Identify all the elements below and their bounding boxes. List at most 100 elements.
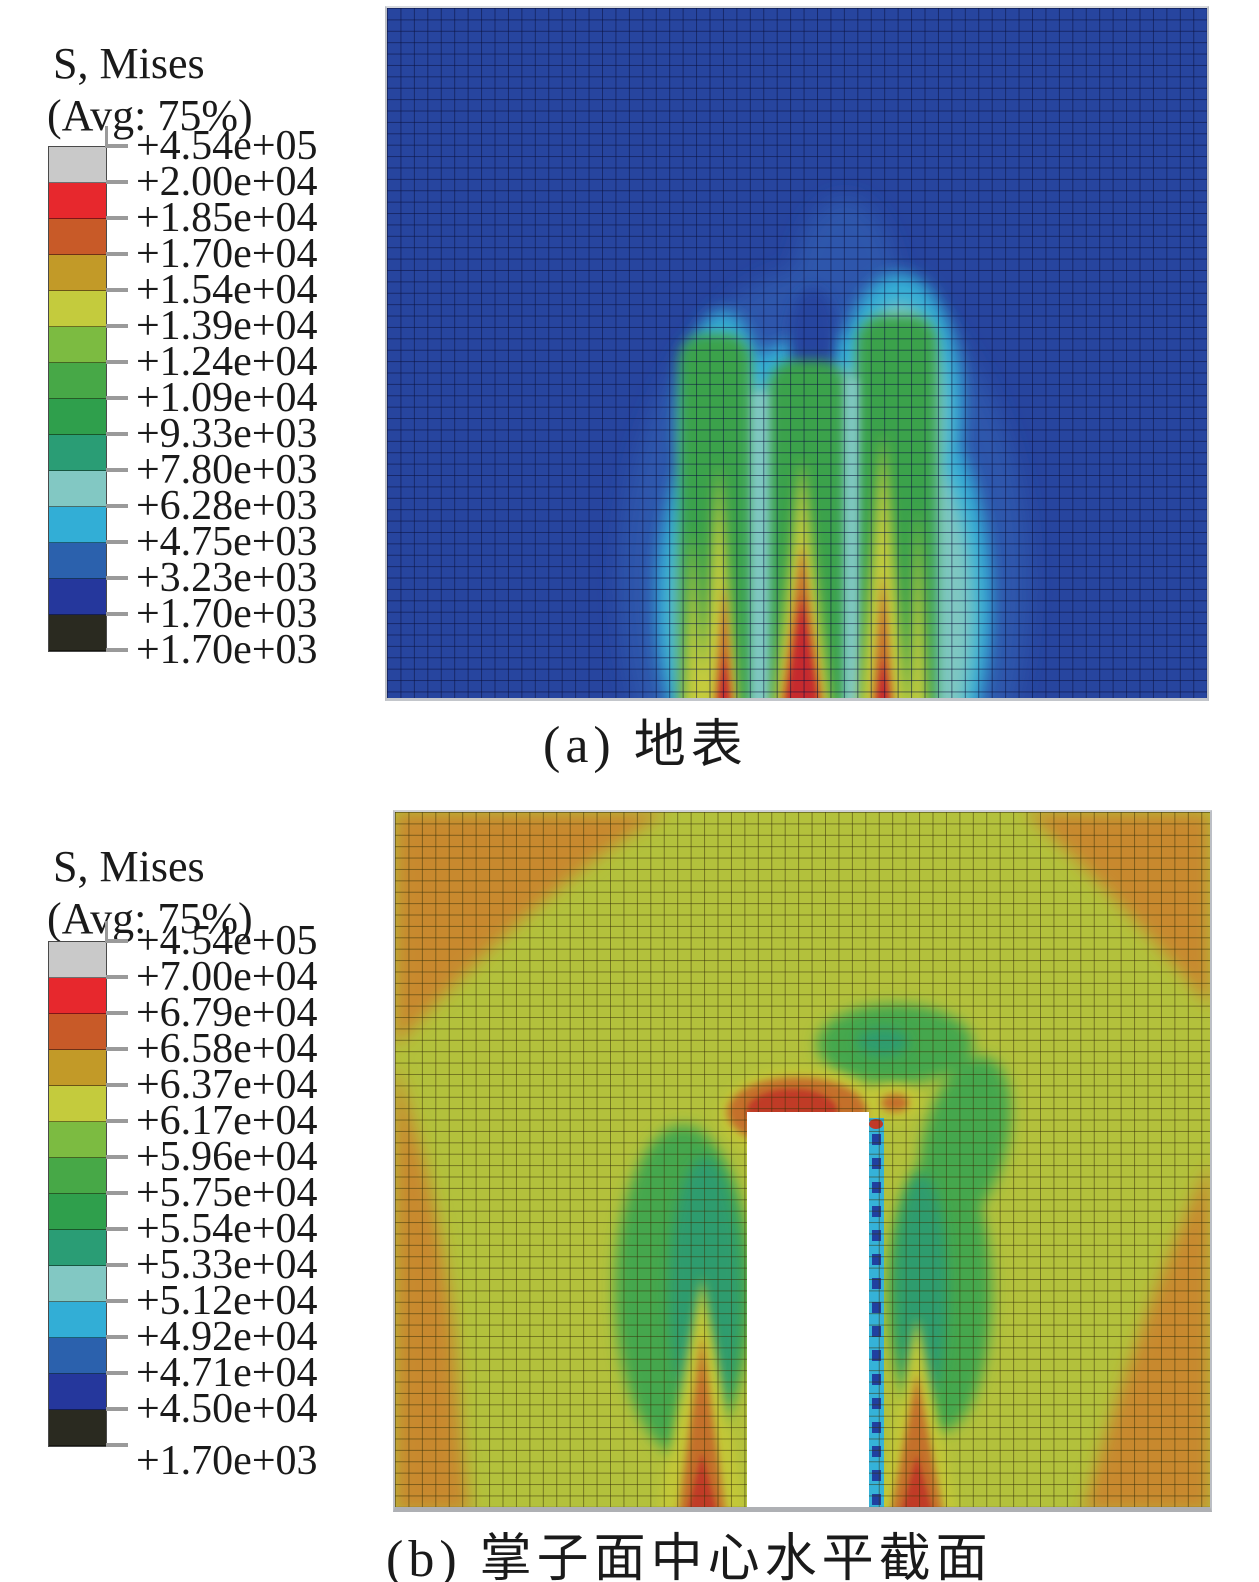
- legend-tick: [106, 1155, 128, 1159]
- legend-top-stub: [105, 126, 108, 148]
- legend-tick: [106, 1083, 128, 1087]
- legend-band: [49, 615, 106, 651]
- legend-tick: [106, 288, 128, 292]
- legend-tick: [106, 360, 128, 364]
- legend-level-label: +1.70e+04: [136, 231, 318, 277]
- legend-band: [49, 1302, 106, 1338]
- legend-tick: [106, 324, 128, 328]
- legend-band: [49, 363, 106, 399]
- legend-level-label: +7.00e+04: [136, 954, 318, 1000]
- legend-tick: [106, 1407, 128, 1411]
- legend-tick: [106, 612, 128, 616]
- legend-tick: [106, 939, 128, 943]
- legend-tick: [106, 1335, 128, 1339]
- legend-level-label: +6.37e+04: [136, 1062, 318, 1108]
- caption-panel-a: (a) 地表: [543, 717, 748, 774]
- legend-tick: [106, 576, 128, 580]
- legend-color-bar: [48, 941, 107, 1447]
- legend-tick: [106, 432, 128, 436]
- legend-level-label: +4.54e+05: [136, 918, 318, 964]
- legend-band: [49, 1410, 106, 1446]
- legend-band: [49, 291, 106, 327]
- legend-level-label: +6.28e+03: [136, 483, 318, 529]
- legend-band: [49, 1374, 106, 1410]
- legend-color-bar: [48, 146, 107, 652]
- legend-panel-a: S, Mises (Avg: 75%) +4.54e+05 +2.00e+04 +1…: [45, 38, 385, 698]
- legend-tick: [106, 468, 128, 472]
- legend-panel-b: S, Mises (Avg: 75%) +4.54e+05 +7.00e+04 +6…: [45, 841, 385, 1521]
- legend-level-label: +5.54e+04: [136, 1206, 318, 1252]
- legend-tick: [106, 1371, 128, 1375]
- caption-panel-b: (b) 掌子面中心水平截面: [386, 1531, 993, 1582]
- stress-plot-surface: [385, 6, 1209, 701]
- legend-level-label: +1.70e+03: [136, 591, 318, 637]
- legend-level-label: +1.70e+03: [136, 627, 318, 673]
- legend-tick: [106, 648, 128, 652]
- legend-band: [49, 471, 106, 507]
- stress-plot-tunnel-face-section: [393, 810, 1212, 1512]
- legend-level-label: +4.92e+04: [136, 1314, 318, 1360]
- legend-band: [49, 435, 106, 471]
- legend-level-label: +4.54e+05: [136, 123, 318, 169]
- legend-title: S, Mises: [53, 39, 205, 88]
- legend-band: [49, 219, 106, 255]
- legend-tick: [106, 975, 128, 979]
- legend-band: [49, 507, 106, 543]
- legend-tick: [106, 216, 128, 220]
- legend-band: [49, 942, 106, 978]
- legend-tick: [106, 1443, 128, 1447]
- legend-level-label: +2.00e+04: [136, 159, 318, 205]
- legend-band: [49, 1338, 106, 1374]
- legend-band: [49, 1266, 106, 1302]
- legend-band: [49, 1086, 106, 1122]
- legend-tick: [106, 1119, 128, 1123]
- legend-band: [49, 255, 106, 291]
- legend-level-label: +1.39e+04: [136, 303, 318, 349]
- legend-title: S, Mises: [53, 842, 205, 891]
- legend-band: [49, 1230, 106, 1266]
- legend-tick: [106, 180, 128, 184]
- legend-tick: [106, 144, 128, 148]
- legend-band: [49, 1122, 106, 1158]
- legend-band: [49, 147, 106, 183]
- legend-level-label: +1.09e+04: [136, 375, 318, 421]
- legend-band: [49, 1050, 106, 1086]
- legend-band: [49, 543, 106, 579]
- legend-level-label: +1.54e+04: [136, 267, 318, 313]
- legend-band: [49, 1158, 106, 1194]
- legend-tick: [106, 1191, 128, 1195]
- legend-level-label: +1.70e+03: [136, 1438, 318, 1484]
- legend-level-label: +4.75e+03: [136, 519, 318, 565]
- legend-tick: [106, 252, 128, 256]
- legend-band: [49, 183, 106, 219]
- legend-level-label: +3.23e+03: [136, 555, 318, 601]
- legend-subtitle: (Avg: 75%): [47, 894, 253, 943]
- mesh-grid-a: [387, 8, 1207, 698]
- legend-level-label: +1.85e+04: [136, 195, 318, 241]
- legend-tick: [106, 1299, 128, 1303]
- legend-tick: [106, 1047, 128, 1051]
- legend-band: [49, 579, 106, 615]
- legend-level-label: +7.80e+03: [136, 447, 318, 493]
- legend-band: [49, 1014, 106, 1050]
- legend-top-stub: [105, 921, 108, 943]
- legend-level-label: +5.33e+04: [136, 1242, 318, 1288]
- legend-tick: [106, 504, 128, 508]
- legend-band: [49, 399, 106, 435]
- legend-band: [49, 978, 106, 1014]
- legend-band: [49, 327, 106, 363]
- legend-level-label: +4.50e+04: [136, 1386, 318, 1432]
- legend-tick: [106, 1263, 128, 1267]
- legend-level-label: +6.17e+04: [136, 1098, 318, 1144]
- legend-level-label: +9.33e+03: [136, 411, 318, 457]
- tunnel-excavation-cutout: [747, 1112, 869, 1507]
- legend-level-label: +5.75e+04: [136, 1170, 318, 1216]
- legend-level-label: +5.12e+04: [136, 1278, 318, 1324]
- legend-band: [49, 1194, 106, 1230]
- legend-tick: [106, 540, 128, 544]
- legend-subtitle: (Avg: 75%): [47, 91, 253, 140]
- legend-tick: [106, 1227, 128, 1231]
- legend-tick: [106, 1011, 128, 1015]
- legend-level-label: +1.24e+04: [136, 339, 318, 385]
- legend-level-label: +6.58e+04: [136, 1026, 318, 1072]
